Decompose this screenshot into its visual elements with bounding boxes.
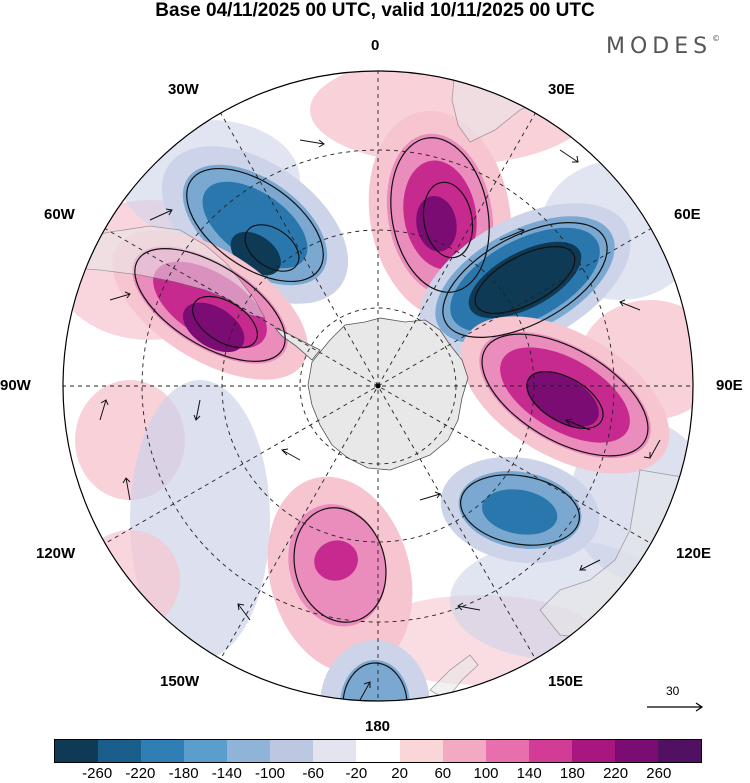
south-america — [69, 225, 266, 319]
colorbar-tick-label: 20 — [391, 765, 408, 782]
colorbar-swatch — [399, 740, 443, 762]
negative-anomaly-60e — [419, 203, 631, 357]
lon-label-60w: 60W — [44, 206, 75, 223]
colorbar-swatch — [485, 740, 529, 762]
colorbar-tick-label: -100 — [254, 765, 286, 782]
colorbar-swatch — [356, 740, 400, 762]
map-boundary — [62, 70, 694, 702]
colorbar-tick-label: -180 — [168, 765, 199, 782]
positive-anomaly-90e — [460, 316, 670, 474]
colorbar-swatch — [98, 740, 142, 762]
colorbar-swatch — [313, 740, 357, 762]
lon-label-90e: 90E — [716, 377, 743, 394]
lon-label-150w: 150W — [160, 673, 200, 690]
positive-anomaly-150w — [267, 476, 413, 674]
colorbar-swatch — [657, 740, 701, 762]
colorbar-tick-label: 220 — [603, 765, 629, 782]
colorbar-swatch — [227, 740, 271, 762]
modes-logo: MODES© — [606, 34, 720, 59]
logo-text: MODES — [606, 34, 713, 59]
antarctic-peninsula — [274, 327, 321, 361]
logo-mark: © — [712, 34, 721, 43]
colorbar — [54, 739, 702, 763]
vector-reference-arrow — [647, 702, 704, 712]
lon-label-60e: 60E — [674, 206, 701, 223]
colorbar-tick-label: -20 — [345, 765, 368, 782]
lon-label-150e: 150E — [548, 673, 584, 690]
lon-label-120w: 120W — [36, 545, 76, 562]
colorbar-swatch — [55, 740, 99, 762]
colorbar-swatch — [614, 740, 658, 762]
colorbar-tick-label: -220 — [125, 765, 156, 782]
lon-label-90w: 90W — [0, 377, 31, 394]
colorbar-tick-label: -60 — [302, 765, 325, 782]
colorbar-tick-label: -260 — [82, 765, 113, 782]
colorbar-tick-label: 60 — [434, 765, 452, 782]
colorbar-swatch — [184, 740, 228, 762]
wind-vectors — [99, 139, 661, 701]
chart-title: Base 04/11/2025 00 UTC, valid 10/11/2025… — [155, 0, 595, 21]
colorbar-swatch — [528, 740, 572, 762]
lon-label-180: 180 — [365, 718, 391, 735]
colorbar-ticks: -260 -220 -180 -140 -100 -60 -20 20 60 100 140 180 2… — [54, 765, 702, 783]
colorbar-tick-label: -140 — [211, 765, 242, 782]
colorbar-swatch — [141, 740, 185, 762]
colorbar-tick-label: 100 — [473, 765, 499, 782]
colorbar-swatch — [270, 740, 314, 762]
colorbar-swatch — [571, 740, 615, 762]
negative-anomaly-180 — [320, 640, 430, 701]
colorbar-swatch — [442, 740, 486, 762]
vector-reference-label: 30 — [666, 684, 680, 698]
negative-anomaly-120e — [440, 456, 600, 564]
lon-label-120e: 120E — [676, 545, 712, 562]
anomaly-field — [63, 71, 693, 701]
colorbar-tick-label: 180 — [559, 765, 585, 782]
lon-label-0: 0 — [371, 37, 380, 54]
colorbar-tick-label: 140 — [516, 765, 542, 782]
antarctica-landmass — [307, 317, 469, 471]
lon-label-30w: 30W — [168, 81, 199, 98]
graticule — [63, 71, 693, 701]
lon-label-30e: 30E — [548, 81, 575, 98]
colorbar-tick-label: 260 — [646, 765, 672, 782]
south-pole-marker — [375, 383, 381, 389]
